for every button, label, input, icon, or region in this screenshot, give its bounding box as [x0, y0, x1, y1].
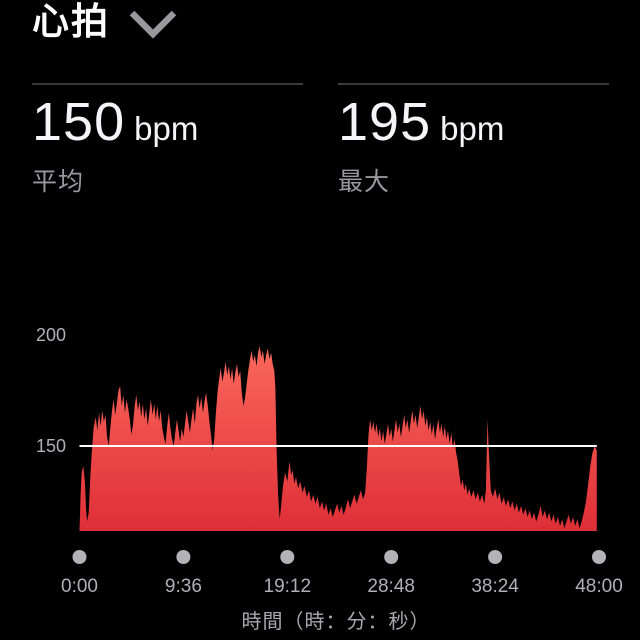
x-tick-label: 0:00 [61, 576, 98, 597]
chevron-down-icon[interactable] [128, 9, 178, 39]
metric-dropdown[interactable]: 心拍 [32, 0, 178, 44]
average-caption: 平均 [32, 168, 85, 196]
max-value: 195 bpm [338, 95, 609, 156]
heart-rate-area-series[interactable] [79, 346, 597, 531]
x-tick-label: 9:36 [165, 576, 202, 597]
x-tick-dot [176, 550, 191, 564]
max-caption: 最大 [338, 168, 391, 196]
x-axis-title: 時間（時：分：秒） [242, 610, 431, 633]
page-title: 心拍 [32, 1, 110, 42]
y-tick-label-150: 150 [36, 436, 66, 456]
max-number: 195 [338, 92, 432, 152]
x-tick-label: 38:24 [471, 576, 519, 597]
max-unit: bpm [440, 110, 505, 147]
average-value: 150 bpm [32, 95, 303, 156]
summary-stats: 150 bpm 平均 195 bpm 最大 [32, 83, 609, 198]
average-unit: bpm [134, 110, 199, 147]
x-tick-label: 19:12 [264, 576, 312, 597]
y-tick-label-200: 200 [36, 325, 66, 345]
stat-average: 150 bpm 平均 [32, 83, 303, 198]
average-number: 150 [32, 92, 126, 152]
stat-max: 195 bpm 最大 [338, 83, 609, 198]
x-tick-dot [280, 550, 295, 564]
x-tick-label: 28:48 [367, 576, 415, 597]
x-tick-label: 48:00 [575, 576, 623, 597]
x-tick-dot [488, 550, 503, 564]
heart-rate-chart[interactable]: 200 150 0:00 9:36 19:12 28:48 38:24 48:0… [0, 300, 640, 640]
x-tick-dot [72, 550, 87, 564]
x-tick-dot [592, 550, 606, 564]
x-tick-dot [384, 550, 399, 564]
